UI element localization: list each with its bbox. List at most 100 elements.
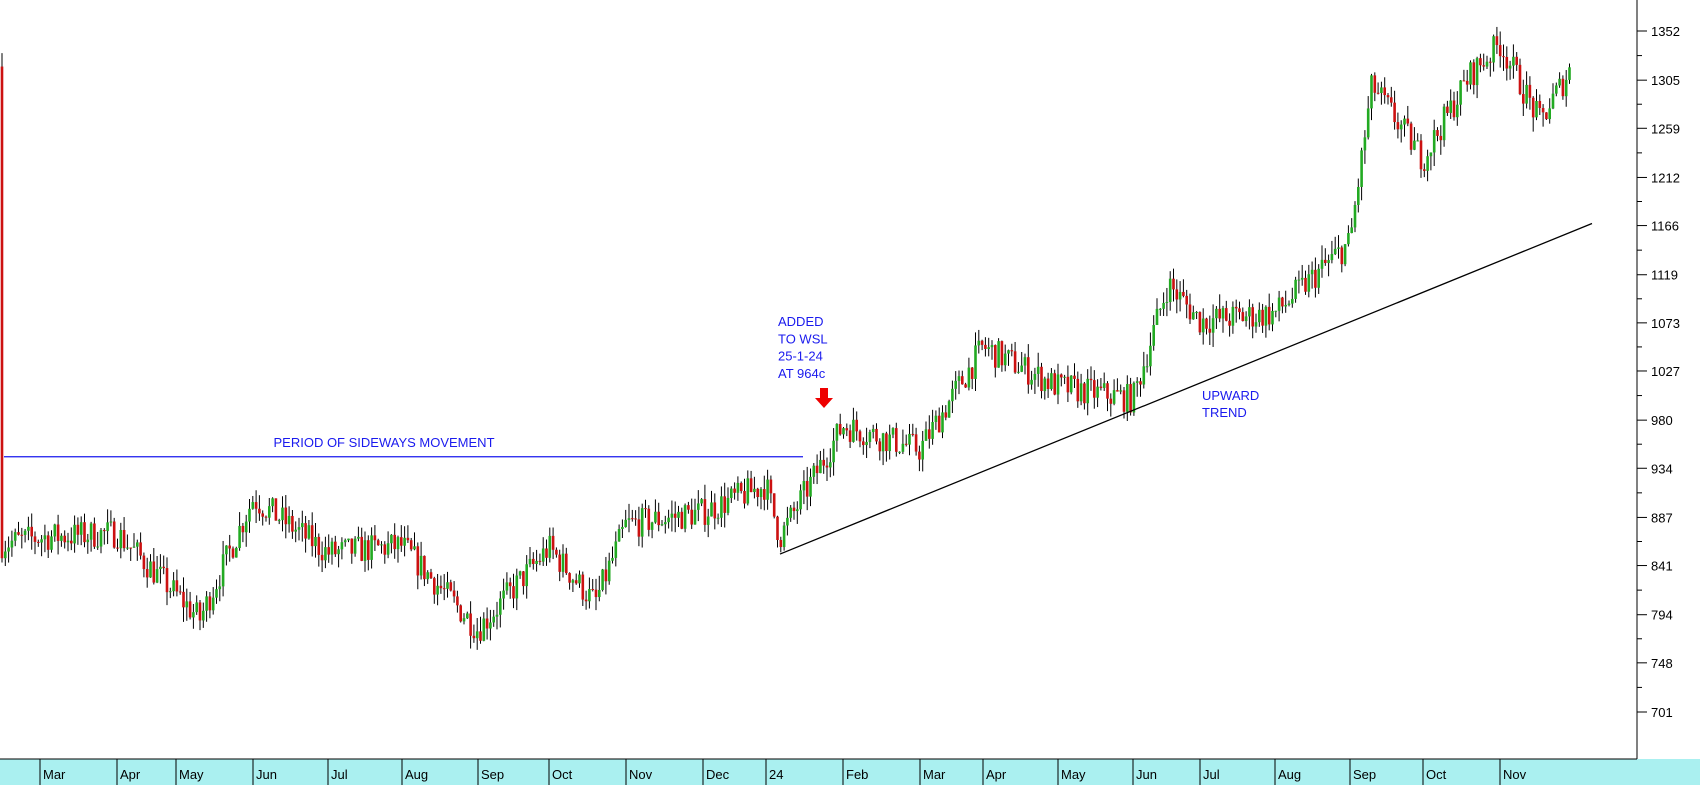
candle-body	[1310, 269, 1314, 275]
candle-body	[792, 507, 796, 512]
candle-body	[555, 549, 558, 555]
candle-body	[1013, 351, 1017, 373]
candle-body	[132, 546, 136, 548]
candle-body	[1360, 150, 1363, 187]
candle-body	[528, 558, 532, 565]
x-tick-label: Feb	[846, 767, 868, 782]
candle-body	[756, 488, 759, 498]
candle-body	[1515, 56, 1518, 65]
candle-body	[1159, 308, 1162, 310]
candle-body	[664, 522, 667, 525]
red-down-arrow-icon	[815, 388, 833, 408]
candle-body	[1330, 254, 1334, 261]
candle-body	[139, 542, 142, 556]
candle-body	[1066, 376, 1070, 393]
x-tick-label: Jun	[1136, 767, 1157, 782]
candle-body	[687, 505, 690, 510]
candle-body	[730, 488, 733, 498]
candle-body	[1076, 378, 1080, 402]
candle-body	[248, 508, 251, 522]
candle-body	[502, 590, 505, 599]
candle-body	[1135, 381, 1139, 383]
candle-body	[525, 564, 528, 587]
candle-body	[1561, 78, 1565, 97]
candle-body	[997, 341, 1000, 368]
candle-body	[10, 540, 14, 548]
candle-body	[93, 523, 96, 547]
candle-body	[947, 401, 951, 418]
candle-body	[489, 622, 492, 629]
candle-body	[1102, 383, 1106, 388]
candle-body	[1000, 341, 1004, 366]
candle-body	[297, 527, 301, 530]
candle-body	[142, 555, 146, 570]
candle-body	[56, 524, 60, 541]
candle-body	[175, 580, 179, 592]
y-tick-label: 934	[1651, 461, 1673, 476]
candle-body	[429, 572, 433, 579]
candle-body	[1564, 79, 1568, 97]
candle-body	[1093, 380, 1096, 398]
candle-body	[182, 591, 185, 608]
candle-body	[76, 524, 80, 535]
candle-body	[825, 465, 829, 468]
candle-body	[492, 616, 495, 623]
candle-body	[1548, 108, 1551, 120]
candle-body	[456, 596, 459, 606]
candle-body	[990, 345, 994, 348]
candle-body	[911, 433, 915, 435]
candle-body	[614, 541, 618, 558]
candle-body	[984, 344, 987, 349]
candle-body	[1413, 140, 1416, 150]
x-tick-label: Mar	[923, 767, 946, 782]
candle-body	[1040, 366, 1043, 392]
candle-body	[558, 554, 561, 572]
candle-body	[327, 547, 330, 555]
x-tick-label: Nov	[629, 767, 653, 782]
candle-body	[1508, 65, 1512, 69]
y-tick-label: 887	[1651, 510, 1673, 525]
candle-body	[1449, 100, 1452, 113]
candle-body	[0, 66, 4, 559]
candle-body	[30, 526, 33, 537]
candle-body	[231, 548, 235, 558]
candle-body	[739, 482, 743, 491]
candle-body	[1386, 95, 1390, 98]
candle-body	[743, 490, 746, 504]
trend-label-line: UPWARD	[1202, 388, 1259, 403]
candle-body	[485, 618, 489, 629]
candle-body	[1132, 382, 1136, 413]
candle-body	[829, 462, 832, 468]
candle-body	[621, 526, 624, 530]
candle-body	[198, 602, 202, 621]
candle-body	[1050, 373, 1053, 389]
candle-body	[145, 569, 149, 578]
candle-body	[1036, 366, 1040, 374]
candle-body	[235, 547, 238, 558]
candle-body	[1495, 36, 1499, 46]
candle-body	[53, 524, 57, 537]
candle-body	[548, 535, 552, 558]
candle-body	[746, 478, 750, 504]
candle-body	[17, 532, 20, 535]
candle-body	[320, 554, 324, 561]
candle-body	[1178, 291, 1182, 300]
y-tick-label: 1305	[1651, 73, 1680, 88]
candle-body	[1142, 366, 1146, 385]
y-tick-label: 1212	[1651, 170, 1680, 185]
candle-body	[584, 599, 588, 602]
candle-body	[1152, 325, 1155, 346]
candle-body	[383, 544, 387, 555]
candle-body	[954, 380, 957, 389]
candle-body	[360, 536, 363, 561]
x-tick-label: Oct	[1426, 767, 1447, 782]
candle-body	[1558, 78, 1561, 86]
candle-body	[1168, 278, 1172, 303]
candle-body	[667, 517, 670, 523]
candle-body	[244, 521, 248, 533]
candle-body	[1145, 366, 1149, 368]
candle-body	[657, 511, 660, 526]
candle-body	[1452, 100, 1456, 118]
candle-body	[1287, 303, 1291, 305]
